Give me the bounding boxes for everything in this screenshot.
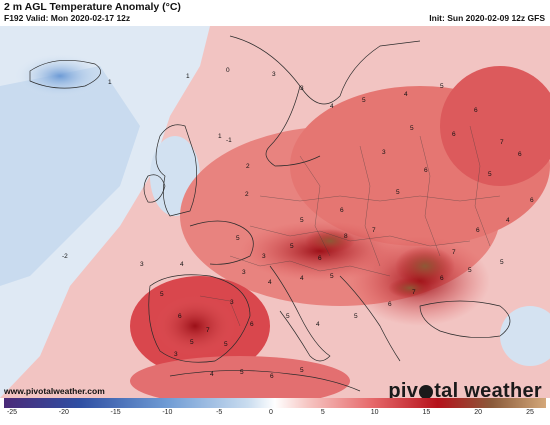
coastlines <box>29 35 511 392</box>
anomaly-value-label: 6 <box>530 197 534 204</box>
anomaly-value-label: 5 <box>236 235 240 242</box>
anomaly-value-label: 2 <box>246 163 250 170</box>
anomaly-value-label: 6 <box>318 255 322 262</box>
anomaly-value-label: 4 <box>268 279 272 286</box>
country-borders <box>199 125 501 327</box>
colorbar-tick-label: 10 <box>370 409 379 416</box>
anomaly-value-label: 3 <box>140 261 144 268</box>
anomaly-value-label: 4 <box>300 275 304 282</box>
anomaly-value-label: 5 <box>160 291 164 298</box>
anomaly-value-label: 4 <box>330 103 334 110</box>
cold-anomaly-atlantic-inner <box>0 66 140 286</box>
anomaly-value-label: 2 <box>245 191 249 198</box>
anomaly-value-label: 6 <box>178 313 182 320</box>
anomaly-value-label: 5 <box>286 313 290 320</box>
anomaly-value-label: 1 <box>108 79 112 86</box>
colorbar: -25 -20 -15 -10 -5 0 5 10 15 20 25 <box>0 398 550 425</box>
anomaly-value-label: 6 <box>476 227 480 234</box>
anomaly-value-label: 3 <box>272 71 276 78</box>
anomaly-value-label: 5 <box>500 259 504 266</box>
anomaly-value-label: 5 <box>300 217 304 224</box>
anomaly-value-label: 5 <box>224 341 228 348</box>
anomaly-value-label: 4 <box>404 91 408 98</box>
brand-logo-text-b: tal weather <box>434 380 542 402</box>
warm-anomaly-north-africa <box>130 356 350 398</box>
colorbar-tick-label: 5 <box>320 409 325 416</box>
warm-anomaly-iberia-core <box>155 296 235 356</box>
anomaly-value-label: 0 <box>226 67 230 74</box>
anomaly-value-label: 7 <box>452 249 456 256</box>
anomaly-value-label: 7 <box>500 139 504 146</box>
anomaly-value-label: 6 <box>474 107 478 114</box>
colorbar-tick-label: -5 <box>216 409 223 416</box>
anomaly-value-label: 5 <box>354 313 358 320</box>
anomaly-value-label: 5 <box>440 83 444 90</box>
anomaly-value-label: 3 <box>300 85 304 92</box>
colorbar-tick-label: -25 <box>6 409 18 416</box>
colorbar-tick-label: 20 <box>474 409 483 416</box>
temperature-anomaly-map[interactable]: 0 1 1 -1 1 2 3 3 4 5 4 5 6 3 5 6 7 6 5 6 5 2 -2 5 6 7 8 5 3 6 3 4 4 5 3 6 7 5… <box>0 26 550 398</box>
anomaly-value-label: 5 <box>240 369 244 376</box>
hot-anomaly-bulgaria <box>388 278 432 298</box>
anomaly-value-label: 3 <box>230 299 234 306</box>
anomaly-value-label: 3 <box>242 269 246 276</box>
anomaly-value-label: 3 <box>174 351 178 358</box>
site-credit: www.pivotalweather.com <box>4 386 105 396</box>
colorbar-tick-label: -15 <box>110 409 121 416</box>
anomaly-value-label: 4 <box>506 217 510 224</box>
anomaly-value-label: 6 <box>388 301 392 308</box>
anomaly-value-label: 7 <box>372 227 376 234</box>
anomaly-value-label: 6 <box>518 151 522 158</box>
anomaly-value-label: 1 <box>186 73 190 80</box>
anomaly-value-label: 4 <box>210 371 214 378</box>
anomaly-value-label: 5 <box>300 367 304 374</box>
anomaly-value-label: 5 <box>468 267 472 274</box>
init-time: Init: Sun 2020-02-09 12z GFS <box>429 13 545 23</box>
anomaly-value-label: 5 <box>488 171 492 178</box>
colorbar-tick-label: 15 <box>422 409 431 416</box>
hot-anomaly-hungary <box>305 229 355 253</box>
anomaly-value-labels: 0 1 1 -1 1 2 3 3 4 5 4 5 6 3 5 6 7 6 5 6 5 2 -2 5 6 7 8 5 3 6 3 4 4 5 3 6 7 5… <box>62 67 534 380</box>
colorbar-tick-label: 0 <box>269 409 273 416</box>
anomaly-value-label: 6 <box>270 373 274 380</box>
anomaly-value-label: -1 <box>226 137 232 144</box>
anomaly-value-label: 7 <box>206 327 210 334</box>
brand-logo-dot-icon <box>419 385 434 399</box>
anomaly-value-label: 7 <box>412 289 416 296</box>
brand-logo-text-a: piv <box>388 380 419 402</box>
anomaly-value-label: 5 <box>410 125 414 132</box>
valid-time: F192 Valid: Mon 2020-02-17 12z <box>4 13 131 23</box>
anomaly-value-label: 6 <box>424 167 428 174</box>
anomaly-value-label: -2 <box>62 253 68 260</box>
brand-logo: piv tal weather <box>388 380 542 403</box>
anomaly-value-label: 6 <box>440 275 444 282</box>
anomaly-value-label: 8 <box>344 233 348 240</box>
cold-anomaly-black-sea-east <box>500 306 550 366</box>
colorbar-tick-label: -10 <box>162 409 173 416</box>
anomaly-value-label: 4 <box>316 321 320 328</box>
anomaly-value-label: 1 <box>218 133 222 140</box>
anomaly-value-label: 6 <box>340 207 344 214</box>
anomaly-value-label: 6 <box>250 321 254 328</box>
map-header: 2 m AGL Temperature Anomaly (°C) F192 Va… <box>0 0 550 26</box>
colorbar-gradient <box>4 398 546 408</box>
anomaly-value-label: 4 <box>180 261 184 268</box>
anomaly-value-label: 3 <box>262 253 266 260</box>
anomaly-value-label: 6 <box>452 131 456 138</box>
cold-anomaly-iceland <box>15 54 105 98</box>
anomaly-value-label: 5 <box>290 243 294 250</box>
warm-anomaly-russia <box>440 66 550 186</box>
anomaly-value-label: 5 <box>396 189 400 196</box>
anomaly-value-label: 3 <box>382 149 386 156</box>
colorbar-tick-label: -20 <box>58 409 69 416</box>
anomaly-value-label: 5 <box>190 339 194 346</box>
colorbar-tick-label: 25 <box>526 409 534 416</box>
anomaly-value-label: 5 <box>362 97 366 104</box>
map-title: 2 m AGL Temperature Anomaly (°C) <box>4 1 181 13</box>
anomaly-value-label: 5 <box>330 273 334 280</box>
